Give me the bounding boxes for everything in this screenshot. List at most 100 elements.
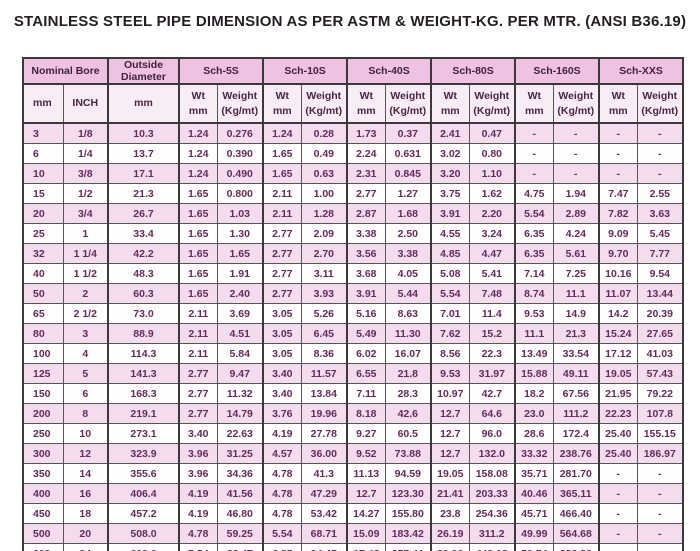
table-row: 15 1/2 21.3 1.65 0.800 2.11 1.00 2.77 1.27 3.75 1.…	[22, 183, 684, 204]
cell: 35.71	[514, 463, 554, 484]
cell: 323.9	[107, 443, 180, 464]
cell: 4	[62, 343, 109, 364]
cell: 31.25	[216, 443, 264, 464]
cell: 125	[22, 363, 64, 384]
cell: 5.54	[514, 203, 554, 224]
table-row: 400 16 406.4 4.19 41.56 4.78 47.29 12.7 123.30 21…	[22, 483, 684, 504]
cell: 255.41	[384, 543, 432, 551]
cell: 20.39	[636, 303, 684, 324]
cell: 3.91	[346, 283, 386, 304]
cell: 48.3	[107, 263, 180, 284]
sub-header-cell: mm	[107, 83, 180, 124]
cell: 9.27	[346, 423, 386, 444]
sub-header-row: mm INCH mm Wt mm Weight (Kg/mt) Wt mm Weight (…	[22, 83, 684, 124]
cell: 9.54	[636, 263, 684, 284]
cell: 64.6	[468, 403, 516, 424]
cell: 2.77	[262, 283, 302, 304]
cell: 32	[22, 243, 64, 264]
cell: 28.6	[514, 423, 554, 444]
cell: 5.16	[346, 303, 386, 324]
cell: 7.25	[552, 263, 600, 284]
cell: 2.77	[262, 243, 302, 264]
cell: 5.44	[384, 283, 432, 304]
cell: 3.91	[430, 203, 470, 224]
cell: 2.24	[346, 143, 386, 164]
cell: 1.91	[216, 263, 264, 284]
table-row: 32 1 1/4 42.2 1.65 1.65 2.77 2.70 3.56 3.38 4.85 4…	[22, 243, 684, 264]
cell: 2	[62, 283, 109, 304]
cell: 5.54	[178, 543, 218, 551]
cell: -	[636, 543, 684, 551]
cell: 49.99	[514, 523, 554, 544]
cell: 9.70	[598, 243, 638, 264]
sub-header-cell: INCH	[62, 83, 109, 124]
table-body: 3 1/8 10.3 1.24 0.276 1.24 0.28 1.73 0.37 2.41 0.4…	[22, 122, 684, 551]
cell: 8.74	[514, 283, 554, 304]
cell: 88.9	[107, 323, 180, 344]
cell: 49.11	[552, 363, 600, 384]
cell: 4.78	[262, 483, 302, 504]
cell: 1.27	[384, 183, 432, 204]
cell: 203.33	[468, 483, 516, 504]
cell: 21.41	[430, 483, 470, 504]
cell: 65	[22, 303, 64, 324]
cell: 3.69	[216, 303, 264, 324]
cell: 300	[22, 443, 64, 464]
cell: 3.96	[178, 443, 218, 464]
cell: 7.11	[346, 383, 386, 404]
cell: 21.8	[384, 363, 432, 384]
sub-header-cell: Weight (Kg/mt)	[468, 83, 516, 124]
cell: 4.24	[552, 223, 600, 244]
cell: 6	[62, 383, 109, 404]
cell: 5.41	[468, 263, 516, 284]
cell: 2.11	[178, 343, 218, 364]
cell: 12.7	[346, 483, 386, 504]
cell: 2.31	[346, 163, 386, 184]
cell: 406.4	[107, 483, 180, 504]
cell: 254.36	[468, 503, 516, 524]
table-row: 300 12 323.9 3.96 31.25 4.57 36.00 9.52 73.88 12.…	[22, 443, 684, 464]
column-group-sch-80s: Sch-80S	[430, 57, 516, 85]
cell: 12	[62, 443, 109, 464]
cell: 19.05	[430, 463, 470, 484]
cell: 4.55	[430, 223, 470, 244]
cell: 5.84	[216, 343, 264, 364]
cell: 11.1	[552, 283, 600, 304]
cell: 15.09	[346, 523, 386, 544]
cell: -	[552, 143, 600, 164]
sub-header-cell: Weight (Kg/mt)	[384, 83, 432, 124]
cell: 3.24	[468, 223, 516, 244]
cell: 238.76	[552, 443, 600, 464]
cell: 15	[22, 183, 64, 204]
cell: 11.57	[300, 363, 348, 384]
cell: 15.24	[598, 323, 638, 344]
cell: 30.96	[430, 543, 470, 551]
cell: 1.65	[178, 283, 218, 304]
cell: -	[552, 122, 600, 144]
table-head: Nominal Bore Outside Diameter Sch-5S Sch-10…	[22, 57, 684, 124]
cell: 1.24	[178, 143, 218, 164]
cell: 17.12	[598, 343, 638, 364]
cell: 1.65	[178, 243, 218, 264]
cell: 2.77	[178, 403, 218, 424]
table-row: 50 2 60.3 1.65 2.40 2.77 3.93 3.91 5.44 5.54 7.48 8…	[22, 283, 684, 304]
cell: 2.41	[430, 122, 470, 144]
cell: 10.16	[598, 263, 638, 284]
cell: 4.19	[178, 483, 218, 504]
sub-header-cell: Weight (Kg/mt)	[300, 83, 348, 124]
cell: 13.44	[636, 283, 684, 304]
cell: 13.84	[300, 383, 348, 404]
cell: 457.2	[107, 503, 180, 524]
cell: -	[636, 483, 684, 504]
cell: 4.47	[468, 243, 516, 264]
cell: 6.55	[346, 363, 386, 384]
cell: 7.62	[430, 323, 470, 344]
cell: -	[552, 163, 600, 184]
cell: 12.7	[430, 403, 470, 424]
cell: 73.0	[107, 303, 180, 324]
cell: 3.68	[346, 263, 386, 284]
cell: 11.07	[598, 283, 638, 304]
cell: 33.54	[552, 343, 600, 364]
cell: 1/4	[62, 143, 109, 164]
cell: 250	[22, 423, 64, 444]
